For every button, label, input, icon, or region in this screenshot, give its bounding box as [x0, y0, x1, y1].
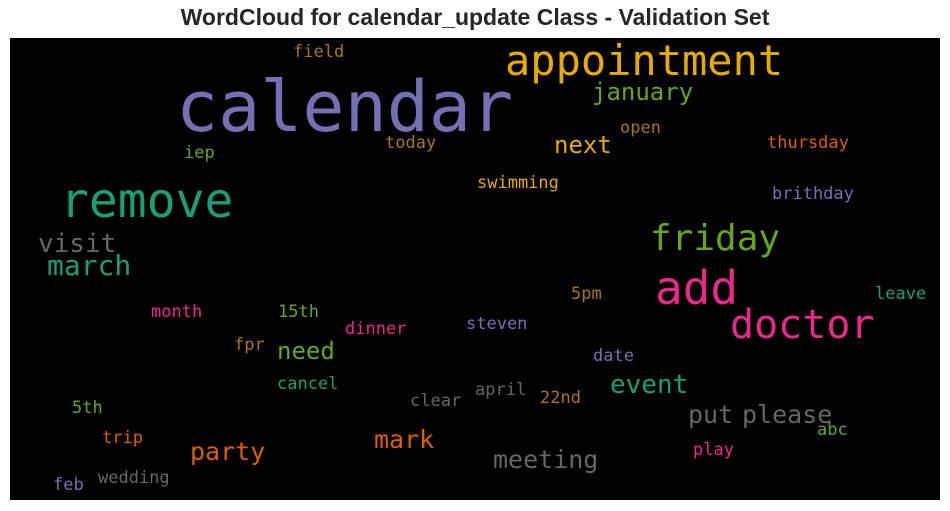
word-iep: iep — [184, 143, 215, 163]
word-date: date — [593, 346, 634, 366]
word-party: party — [190, 437, 266, 466]
word-brithday: brithday — [772, 184, 854, 204]
word-january: january — [592, 78, 694, 106]
word-friday: friday — [650, 218, 781, 259]
word-play: play — [693, 440, 734, 460]
word-meeting: meeting — [493, 445, 599, 474]
chart-title: WordCloud for calendar_update Class - Va… — [180, 4, 770, 30]
word-mark: mark — [374, 425, 435, 454]
word-today: today — [385, 133, 437, 153]
word-fpr: fpr — [234, 335, 265, 355]
word-appointment: appointment — [505, 38, 784, 85]
word-abc: abc — [817, 420, 848, 440]
word-event: event — [610, 370, 689, 400]
word-need: need — [277, 337, 335, 365]
word-next: next — [554, 131, 612, 159]
word-trip: trip — [102, 428, 143, 448]
word-wedding: wedding — [98, 468, 170, 488]
word-doctor: doctor — [730, 302, 875, 348]
word-clear: clear — [410, 391, 462, 411]
word-thursday: thursday — [767, 133, 849, 153]
word-march: march — [47, 249, 132, 282]
word-steven: steven — [466, 314, 528, 334]
word-put: put — [688, 400, 734, 429]
wordcloud-canvas: calendar appointment remove add doctor f… — [10, 38, 940, 500]
word-visit: visit — [38, 229, 117, 259]
word-22nd: 22nd — [540, 388, 581, 408]
word-15th: 15th — [278, 302, 319, 322]
word-5th: 5th — [72, 398, 103, 418]
word-5pm: 5pm — [571, 284, 602, 304]
word-april: april — [475, 380, 527, 400]
word-cancel: cancel — [277, 374, 339, 394]
word-add: add — [655, 261, 739, 315]
word-month: month — [151, 302, 203, 322]
word-field: field — [293, 42, 345, 62]
word-please: please — [742, 400, 833, 429]
word-calendar: calendar — [176, 66, 514, 148]
word-dinner: dinner — [345, 319, 407, 339]
word-open: open — [620, 118, 661, 138]
word-feb: feb — [53, 475, 84, 495]
word-swimming: swimming — [477, 173, 559, 193]
word-remove: remove — [60, 173, 234, 229]
word-leave: leave — [875, 284, 927, 304]
